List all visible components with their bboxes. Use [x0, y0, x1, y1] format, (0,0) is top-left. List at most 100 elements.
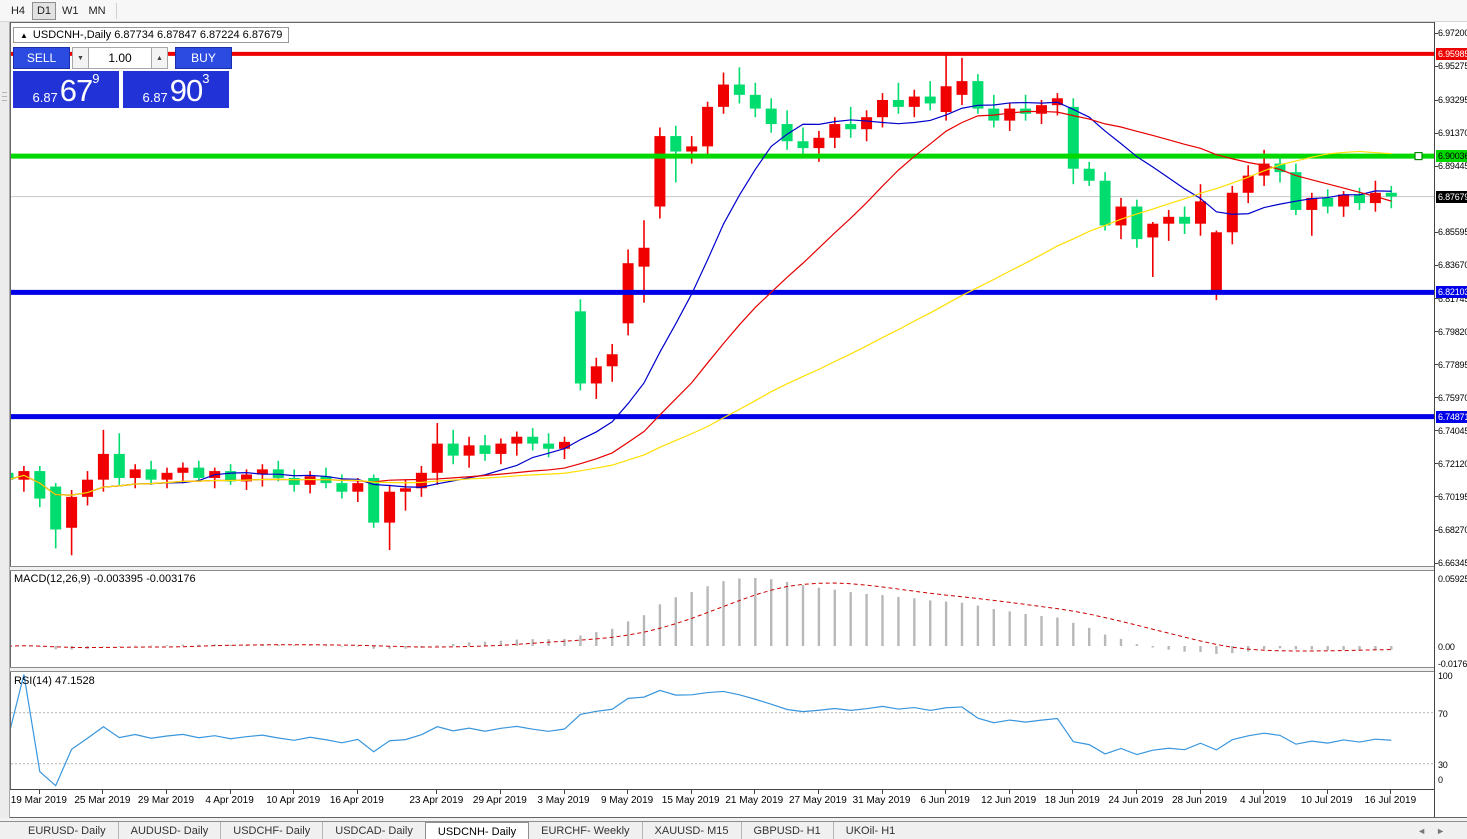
date-label: 31 May 2019 [852, 795, 911, 806]
tab-scroll-arrows: ◄► [1417, 826, 1455, 836]
tab-scroll-left-icon[interactable]: ◄ [1417, 826, 1437, 836]
date-label: 19 Mar 2019 [10, 795, 67, 806]
timeframe-button-mn[interactable]: MN [88, 4, 106, 17]
date-label: 10 Jul 2019 [1300, 795, 1353, 806]
tab-usdcad-daily[interactable]: USDCAD- Daily [322, 822, 425, 839]
date-tick-mark [293, 790, 295, 794]
dock-grip [2, 92, 7, 93]
date-label: 10 Apr 2019 [266, 795, 321, 806]
date-label: 16 Jul 2019 [1364, 795, 1417, 806]
tab-usdcnh-daily[interactable]: USDCNH- Daily [424, 822, 530, 839]
price-axis-tick: 6.97200 [1438, 28, 1467, 38]
tab-scroll-right-icon[interactable]: ► [1436, 826, 1455, 836]
price-axis-tick: 6.74045 [1438, 425, 1467, 436]
rsi-axis-label: 100 [1438, 671, 1453, 681]
price-axis-tick: 6.66345 [1438, 558, 1467, 569]
chart-tab-bar: EURUSD- Daily AUDUSD- Daily USDCHF- Daily U… [0, 821, 1467, 839]
price-axis-tick: 6.91370 [1438, 128, 1467, 139]
dock-strip [0, 22, 10, 818]
date-label: 29 Mar 2019 [137, 795, 195, 806]
macd-pane[interactable] [11, 571, 1434, 667]
level-price-badge: 6.82103 [1436, 286, 1467, 299]
date-label: 28 Jun 2019 [1171, 795, 1228, 806]
price-axis-tick: 6.89445 [1438, 161, 1467, 172]
price-axis-tick: 6.95275 [1438, 61, 1467, 72]
macd-signal-line [11, 582, 1392, 652]
macd-axis-label: -0.017613 [1438, 659, 1467, 669]
date-label: 23 Apr 2019 [409, 795, 464, 806]
price-axis-tick: 6.72120 [1438, 458, 1467, 469]
sell-price[interactable]: 6.87 67 9 [13, 71, 119, 108]
timeframe-button-d1[interactable]: D1 [32, 1, 56, 20]
price-axis-tick-mark [1435, 496, 1438, 498]
date-tick-mark [356, 790, 358, 794]
tab-xauusd-m15[interactable]: XAUUSD- M15 [641, 822, 741, 839]
dock-grip [2, 100, 7, 101]
price-axis[interactable]: 6.97200 6.95275 6.93295 6.91370 6.89445 6.855… [1434, 22, 1467, 817]
date-label: 12 Jun 2019 [981, 795, 1037, 806]
timeframe-button-h4[interactable]: H4 [10, 4, 26, 17]
price-axis-tick: 6.81745 [1438, 293, 1467, 304]
date-tick-mark [817, 790, 819, 794]
date-tick-mark [229, 790, 231, 794]
price-axis-tick: 6.83670 [1438, 260, 1467, 271]
volume-input[interactable] [89, 47, 151, 69]
volume-decrease-button[interactable]: ▼ [72, 47, 89, 69]
date-label: 21 May 2019 [725, 795, 784, 806]
price-axis-tick: 6.93295 [1438, 95, 1467, 106]
date-label: 3 May 2019 [537, 795, 590, 806]
price-axis-tick-mark [1435, 430, 1438, 432]
date-tick-mark [563, 790, 565, 794]
tab-ukoil-h1[interactable]: UKOil- H1 [832, 822, 908, 839]
date-tick-mark [1199, 790, 1201, 794]
tab-gbpusd-h1[interactable]: GBPUSD- H1 [740, 822, 833, 839]
panel-toggle-icon[interactable]: ▲ [20, 30, 28, 40]
tab-eurusd-daily[interactable]: EURUSD- Daily [28, 825, 106, 837]
timeframe-button-w1[interactable]: W1 [62, 4, 79, 17]
date-tick-mark [1390, 790, 1392, 794]
buy-price[interactable]: 6.87 90 3 [123, 71, 229, 108]
date-tick-mark [38, 790, 40, 794]
pane-splitter[interactable] [10, 667, 1467, 672]
pane-splitter[interactable] [10, 566, 1467, 571]
price-axis-tick: 6.70195 [1438, 491, 1467, 502]
price-axis-tick-mark [1435, 298, 1438, 300]
date-tick-mark [436, 790, 438, 794]
date-label: 27 May 2019 [788, 795, 847, 806]
price-axis-tick: 6.79820 [1438, 326, 1467, 337]
price-axis-tick-mark [1435, 99, 1438, 101]
date-tick-mark [1008, 790, 1010, 794]
price-axis-tick-mark [1435, 165, 1438, 167]
date-label: 16 Apr 2019 [329, 795, 384, 806]
date-tick-mark [1326, 790, 1328, 794]
volume-increase-button[interactable]: ▲ [151, 47, 168, 69]
date-label: 24 Jun 2019 [1108, 795, 1164, 806]
level-price-badge: 6.95985 [1436, 47, 1467, 60]
date-label: 25 Mar 2019 [74, 795, 131, 806]
date-tick-mark [102, 790, 104, 794]
date-label: 15 May 2019 [661, 795, 720, 806]
date-axis[interactable]: 19 Mar 2019 25 Mar 2019 29 Mar 2019 4 Apr 2… [10, 789, 1434, 817]
price-axis-tick-mark [1435, 132, 1438, 134]
rsi-pane[interactable] [11, 671, 1434, 789]
price-axis-tick-mark [1435, 364, 1438, 366]
macd-label: MACD(12,26,9) -0.003395 -0.003176 [14, 573, 196, 585]
date-tick-mark [1072, 790, 1074, 794]
dock-grip [2, 96, 7, 97]
buy-button[interactable]: BUY [175, 47, 232, 69]
date-tick-mark [1135, 790, 1137, 794]
price-axis-tick: 6.75970 [1438, 392, 1467, 403]
tab-audusd-daily[interactable]: AUDUSD- Daily [117, 822, 221, 839]
sell-button[interactable]: SELL [13, 47, 70, 69]
date-label: 18 Jun 2019 [1044, 795, 1100, 806]
chart-title: USDCNH-,Daily 6.87734 6.87847 6.87224 6.… [32, 29, 283, 41]
one-click-trading-panel: SELL ▼ ▲ BUY 6.87 67 9 6.87 90 3 [13, 47, 233, 108]
rsi-label: RSI(14) 47.1528 [14, 675, 95, 687]
line-drag-handle[interactable] [1414, 151, 1423, 161]
tab-usdchf-daily[interactable]: USDCHF- Daily [220, 822, 322, 839]
current-price-badge: 6.87679 [1436, 190, 1467, 203]
price-chart-pane[interactable] [11, 23, 1434, 566]
tab-eurchf-weekly[interactable]: EURCHF- Weekly [541, 825, 630, 837]
rsi-line [11, 674, 1392, 787]
date-label: 6 Jun 2019 [920, 795, 970, 806]
